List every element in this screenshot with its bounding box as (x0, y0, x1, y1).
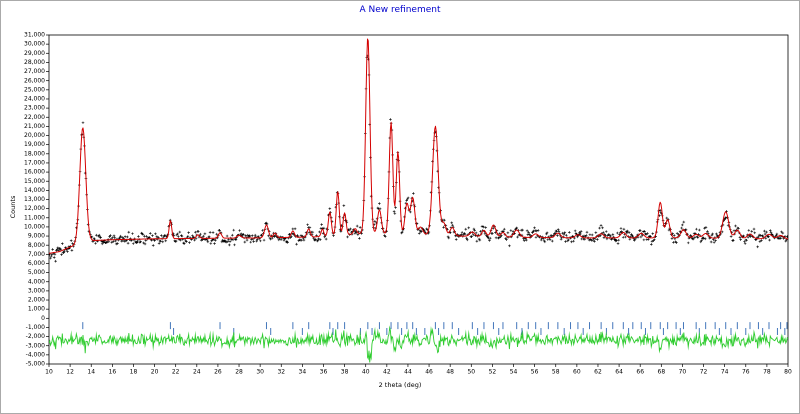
x-axis-label: 2 theta (deg) (378, 381, 422, 389)
y-axis-label: Counts (9, 195, 17, 219)
plot-title: A New refinement (359, 5, 441, 15)
